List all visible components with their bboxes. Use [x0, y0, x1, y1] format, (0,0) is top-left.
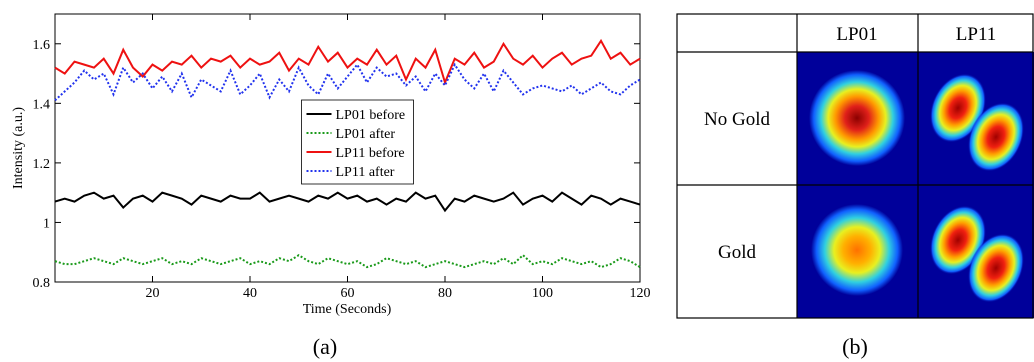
- x-tick-label: 60: [341, 286, 355, 301]
- y-tick-label: 1.2: [33, 157, 51, 172]
- row-header: No Gold: [704, 109, 770, 130]
- y-tick-label: 1: [43, 216, 50, 231]
- x-tick-label: 80: [438, 286, 452, 301]
- legend-label: LP11 before: [336, 146, 405, 161]
- x-axis-label: Time (Seconds): [303, 302, 392, 317]
- row-header: Gold: [718, 242, 757, 263]
- mode-blob: [809, 70, 905, 166]
- mode-blob: [811, 204, 903, 296]
- x-tick-label: 120: [630, 286, 651, 301]
- legend-label: LP01 before: [336, 108, 406, 123]
- series-line: [55, 41, 640, 83]
- series-line: [55, 65, 640, 101]
- figure: LP01 LP11 No Gold Gold (b) (a) Time (Sec…: [0, 0, 1034, 362]
- column-header: LP11: [956, 24, 996, 45]
- y-tick-label: 1.6: [33, 38, 51, 53]
- series-line: [55, 255, 640, 267]
- legend-label: LP01 after: [336, 127, 396, 142]
- column-header: LP01: [836, 24, 877, 45]
- legend-label: LP11 after: [336, 165, 395, 180]
- x-tick-label: 20: [146, 286, 160, 301]
- y-tick-label: 0.8: [33, 276, 51, 291]
- figure-svg: LP01 LP11 No Gold Gold (b) (a) Time (Sec…: [0, 0, 1034, 362]
- caption: (b): [842, 334, 868, 359]
- x-tick-label: 40: [243, 286, 257, 301]
- caption: (a): [313, 334, 337, 359]
- y-axis-label: Intensity (a.u.): [11, 107, 26, 189]
- x-tick-label: 100: [532, 286, 553, 301]
- y-tick-label: 1.4: [33, 97, 51, 112]
- series-line: [55, 193, 640, 211]
